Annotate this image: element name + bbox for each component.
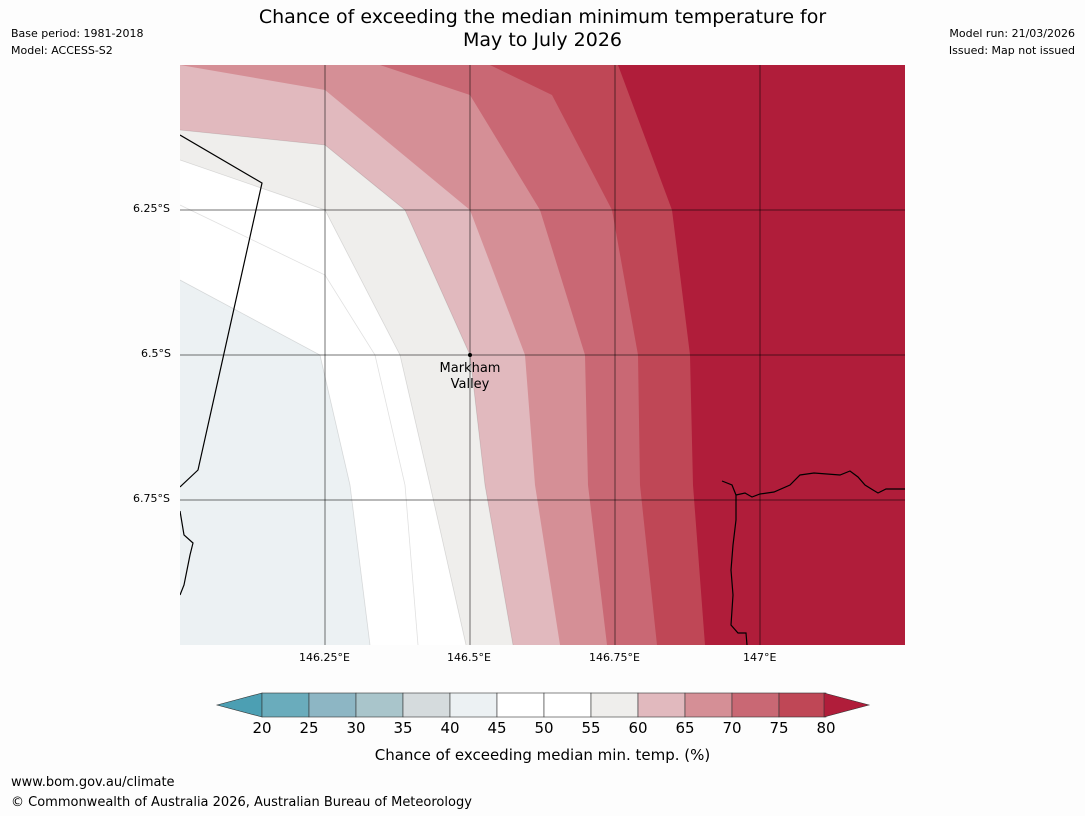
colorbar-segment bbox=[496, 692, 545, 718]
colorbar-tick-label: 65 bbox=[675, 719, 695, 737]
west-coastline bbox=[180, 510, 194, 596]
base-period-text: Base period: 1981-2018 bbox=[11, 27, 144, 40]
place-markham-valley[interactable]: Markham Valley bbox=[440, 353, 501, 392]
place-name-line-1: Markham bbox=[440, 361, 501, 376]
colorbar-segment bbox=[355, 692, 404, 718]
colorbar-over-arrow bbox=[823, 692, 871, 718]
lat-label-6-5: 6.5°S bbox=[141, 347, 171, 360]
lon-label-147: 147°E bbox=[743, 651, 777, 664]
colorbar-tick-label: 20 bbox=[252, 719, 272, 737]
lat-label-6-75: 6.75°S bbox=[133, 492, 170, 505]
colorbar-tick-label: 25 bbox=[299, 719, 319, 737]
title-line-2: May to July 2026 bbox=[463, 29, 622, 51]
colorbar-segment bbox=[308, 692, 357, 718]
header-left: Base period: 1981-2018 Model: ACCESS-S2 bbox=[11, 25, 143, 59]
colorbar-segment bbox=[731, 692, 780, 718]
colorbar-segment bbox=[778, 692, 827, 718]
graticule bbox=[180, 65, 905, 645]
footer-url: www.bom.gov.au/climate bbox=[11, 775, 175, 790]
coastline-borders bbox=[180, 134, 905, 645]
lon-label-146-5: 146.5°E bbox=[447, 651, 491, 664]
colorbar-tick-label: 45 bbox=[487, 719, 507, 737]
map-title: Chance of exceeding the median minimum t… bbox=[0, 6, 1085, 52]
colorbar-segment bbox=[684, 692, 733, 718]
colorbar-tick-label: 55 bbox=[581, 719, 601, 737]
forecast-map[interactable]: Markham Valley bbox=[180, 65, 905, 645]
colorbar-tick-label: 70 bbox=[722, 719, 742, 737]
issued-text: Issued: Map not issued bbox=[948, 44, 1075, 57]
colorbar-tick-label: 50 bbox=[534, 719, 554, 737]
model-text: Model: ACCESS-S2 bbox=[11, 44, 113, 57]
colorbar-tick-label: 60 bbox=[628, 719, 648, 737]
colorbar-tick-label: 40 bbox=[440, 719, 460, 737]
colorbar-segment bbox=[402, 692, 451, 718]
colorbar-segment bbox=[590, 692, 639, 718]
colorbar-tick-label: 35 bbox=[393, 719, 413, 737]
lon-label-146-25: 146.25°E bbox=[299, 651, 350, 664]
header-right: Model run: 21/03/2026 Issued: Map not is… bbox=[949, 25, 1075, 59]
colorbar-legend bbox=[215, 692, 871, 718]
colorbar-tick-label: 30 bbox=[346, 719, 366, 737]
north-coastline bbox=[721, 470, 905, 498]
province-border bbox=[180, 134, 263, 488]
colorbar-segment bbox=[449, 692, 498, 718]
footer-copyright: © Commonwealth of Australia 2026, Austra… bbox=[11, 795, 472, 810]
colorbar-tick-label: 75 bbox=[769, 719, 789, 737]
colorbar-under-arrow bbox=[215, 692, 263, 718]
lat-label-6-25: 6.25°S bbox=[133, 202, 170, 215]
colorbar-segment bbox=[261, 692, 310, 718]
colorbar-segments bbox=[261, 692, 827, 718]
place-marker-dot bbox=[468, 353, 472, 357]
colorbar-title: Chance of exceeding median min. temp. (%… bbox=[374, 746, 711, 764]
title-line-1: Chance of exceeding the median minimum t… bbox=[258, 6, 827, 28]
place-name-line-2: Valley bbox=[451, 377, 490, 392]
river-line bbox=[730, 495, 748, 645]
model-run-text: Model run: 21/03/2026 bbox=[949, 27, 1075, 40]
colorbar-segment bbox=[543, 692, 592, 718]
lon-label-146-75: 146.75°E bbox=[589, 651, 640, 664]
colorbar-segment bbox=[637, 692, 686, 718]
colorbar-tick-label: 80 bbox=[816, 719, 836, 737]
